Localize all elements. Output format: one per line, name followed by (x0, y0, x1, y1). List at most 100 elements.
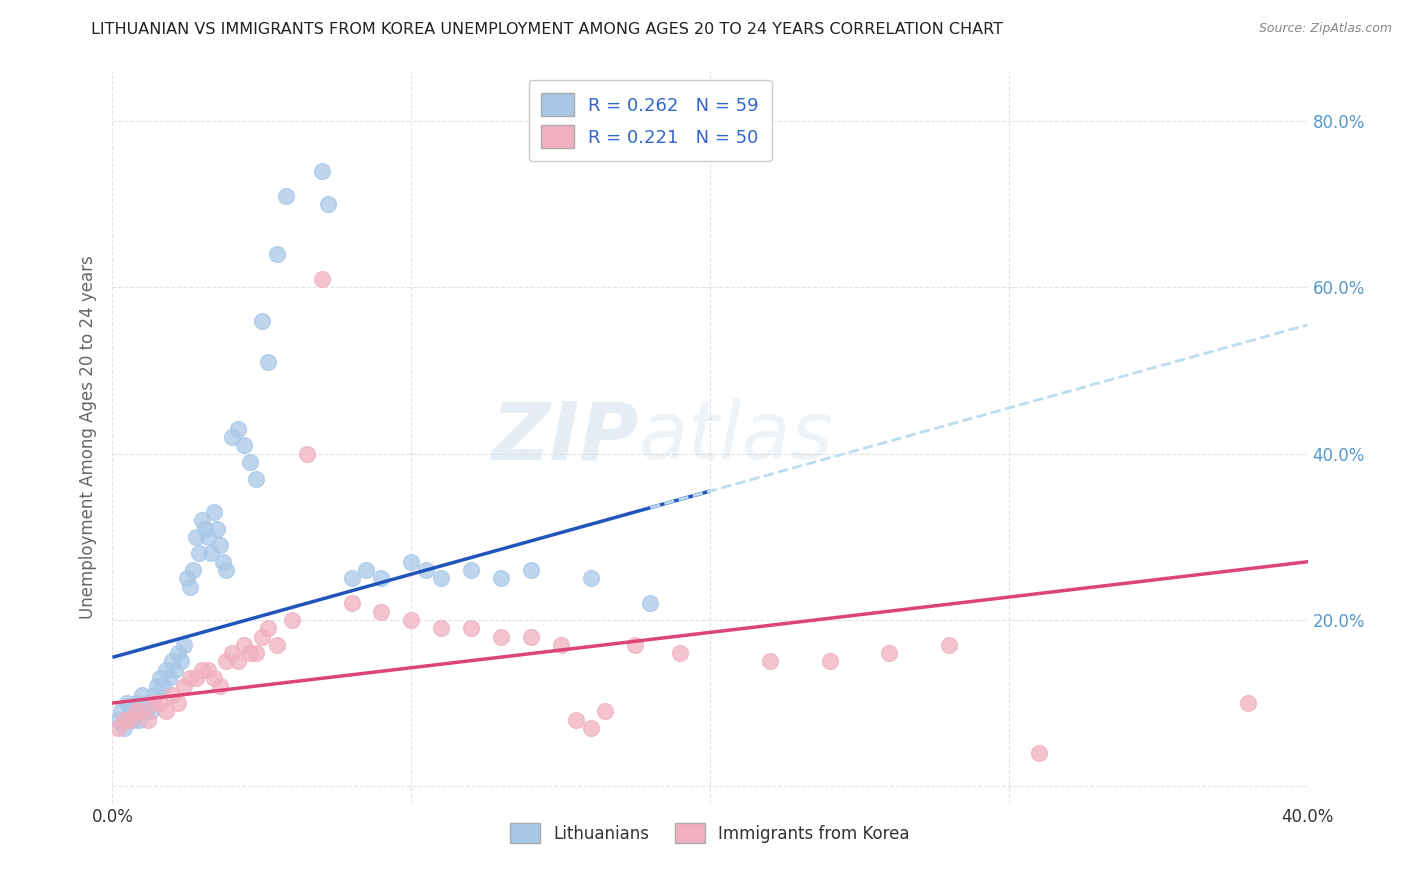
Point (356, 563, 378, 577)
Point (120, 713, 142, 727)
Point (191, 663, 214, 677)
Point (250, 314, 273, 328)
Point (430, 621, 453, 635)
Point (205, 521, 228, 535)
Point (281, 613, 304, 627)
Point (311, 164, 333, 178)
Text: LITHUANIAN VS IMMIGRANTS FROM KOREA UNEMPLOYMENT AMONG AGES 20 TO 24 YEARS CORRE: LITHUANIAN VS IMMIGRANTS FROM KOREA UNEM… (91, 22, 1004, 37)
Point (138, 713, 160, 727)
Point (114, 713, 135, 727)
Point (143, 688, 166, 702)
Point (197, 663, 219, 677)
Point (186, 671, 208, 685)
Point (167, 696, 190, 710)
Point (520, 563, 543, 577)
Point (489, 571, 512, 585)
Point (131, 688, 153, 702)
Point (624, 638, 647, 652)
Point (173, 638, 195, 652)
Point (239, 646, 262, 660)
Point (579, 721, 602, 735)
Point (143, 696, 166, 710)
Point (117, 696, 139, 710)
Point (250, 630, 273, 644)
Point (460, 621, 482, 635)
Point (430, 571, 453, 585)
Point (340, 571, 363, 585)
Point (640, 596, 662, 610)
Point (564, 713, 586, 727)
Point (107, 721, 129, 735)
Point (146, 680, 169, 694)
Point (595, 705, 617, 719)
Point (162, 688, 183, 702)
Point (194, 521, 217, 535)
Text: ZIP: ZIP (491, 398, 638, 476)
Point (138, 696, 160, 710)
Point (1028, 746, 1050, 760)
Point (340, 596, 363, 610)
Point (120, 705, 142, 719)
Point (179, 580, 201, 594)
Text: Source: ZipAtlas.com: Source: ZipAtlas.com (1258, 22, 1392, 36)
Point (226, 422, 249, 436)
Point (245, 472, 267, 486)
Legend: Lithuanians, Immigrants from Korea: Lithuanians, Immigrants from Korea (503, 817, 917, 849)
Point (370, 605, 392, 619)
Point (257, 355, 280, 369)
Point (186, 530, 208, 544)
Point (239, 455, 262, 469)
Point (266, 638, 288, 652)
Text: atlas: atlas (638, 398, 834, 476)
Point (165, 663, 187, 677)
Point (141, 705, 163, 719)
Point (125, 705, 148, 719)
Point (669, 646, 692, 660)
Point (170, 655, 193, 669)
Point (134, 705, 156, 719)
Point (233, 638, 256, 652)
Point (401, 613, 423, 627)
Point (221, 646, 243, 660)
Point (316, 197, 339, 211)
Point (167, 646, 190, 660)
Point (759, 655, 782, 669)
Point (209, 680, 232, 694)
Point (938, 638, 960, 652)
Point (226, 655, 249, 669)
Point (155, 705, 177, 719)
Point (489, 630, 512, 644)
Y-axis label: Unemployment Among Ages 20 to 24 years: Unemployment Among Ages 20 to 24 years (79, 255, 97, 619)
Point (181, 563, 204, 577)
Point (221, 430, 243, 444)
Point (233, 438, 256, 452)
Point (245, 646, 267, 660)
Point (370, 571, 392, 585)
Point (202, 671, 225, 685)
Point (188, 546, 211, 560)
Point (460, 563, 482, 577)
Point (110, 705, 132, 719)
Point (274, 189, 297, 203)
Point (128, 713, 150, 727)
Point (197, 530, 219, 544)
Point (215, 563, 238, 577)
Point (176, 571, 198, 585)
Point (155, 663, 177, 677)
Point (415, 563, 437, 577)
Point (818, 655, 841, 669)
Point (114, 721, 135, 735)
Point (162, 655, 183, 669)
Point (152, 680, 174, 694)
Point (257, 621, 280, 635)
Point (131, 705, 153, 719)
Point (311, 272, 333, 286)
Point (173, 680, 195, 694)
Point (215, 655, 238, 669)
Point (191, 513, 214, 527)
Point (202, 505, 225, 519)
Point (212, 555, 235, 569)
Point (520, 630, 543, 644)
Point (179, 671, 201, 685)
Point (401, 555, 423, 569)
